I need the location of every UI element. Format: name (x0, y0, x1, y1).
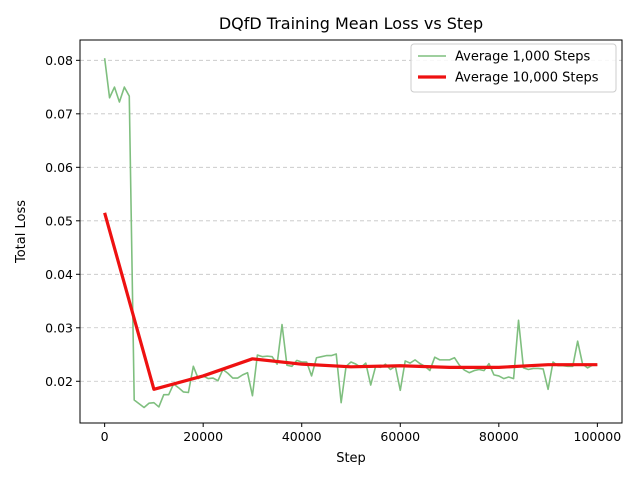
legend-box (410, 43, 617, 93)
x-tick-label: 20000 (183, 429, 223, 444)
y-tick-label: 0.05 (45, 213, 73, 228)
x-tick-label: 0 (101, 429, 109, 444)
series-line-avg-10000 (103, 212, 598, 391)
y-axis-label: Total Loss (14, 200, 29, 264)
y-tick-label: 0.08 (45, 53, 73, 68)
x-tick-label: 40000 (282, 429, 322, 444)
legend: Average 1,000 Steps Average 10,000 Steps (410, 43, 617, 93)
x-axis: 0 20000 40000 60000 80000 100000 (101, 423, 622, 444)
y-tick-label: 0.07 (45, 106, 73, 121)
plot-frame (79, 39, 623, 424)
chart-title: DQfD Training Mean Loss vs Step (219, 14, 483, 33)
y-axis: 0.02 0.03 0.04 0.05 0.06 0.07 0.08 (45, 53, 80, 389)
y-tick-label: 0.02 (45, 374, 73, 389)
legend-label: Average 10,000 Steps (455, 71, 599, 86)
grid (80, 59, 622, 382)
legend-label: Average 1,000 Steps (455, 50, 590, 65)
x-tick-label: 100000 (574, 429, 622, 444)
series-line-avg-1000 (103, 58, 598, 409)
y-tick-label: 0.04 (45, 267, 73, 282)
x-tick-label: 60000 (380, 429, 420, 444)
x-axis-label: Step (336, 451, 366, 466)
y-tick-label: 0.06 (45, 160, 73, 175)
plot-lines (103, 58, 598, 409)
y-tick-label: 0.03 (45, 320, 73, 335)
x-tick-label: 80000 (479, 429, 519, 444)
